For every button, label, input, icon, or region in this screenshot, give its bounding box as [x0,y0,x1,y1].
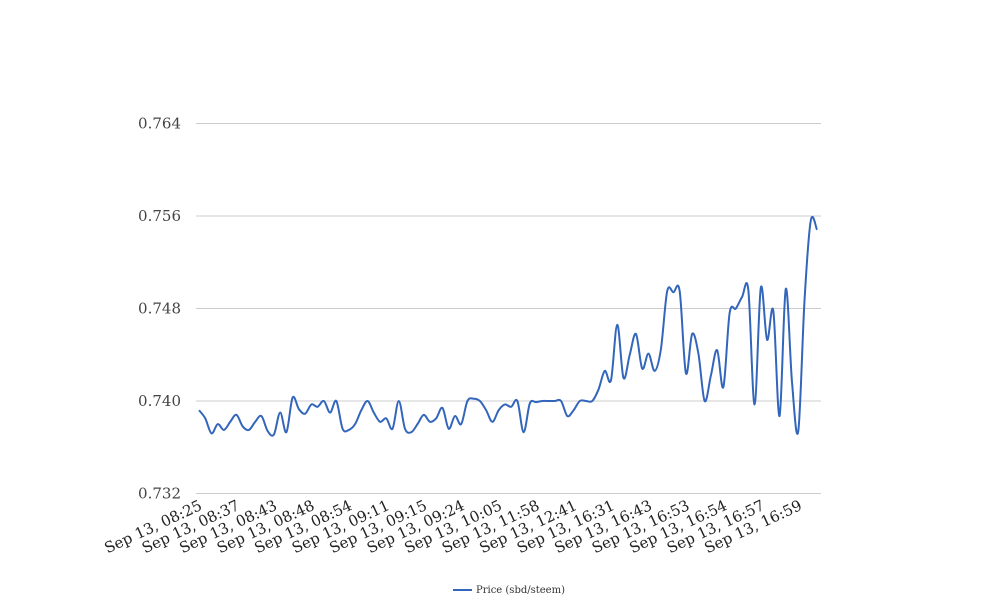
legend-label: Price (sbd/steem) [476,585,565,596]
y-tick-label: 0.756 [138,207,181,225]
y-tick-label: 0.748 [138,300,181,318]
y-tick-label: 0.732 [138,485,181,503]
series-layer [198,215,818,437]
legend[interactable]: Price (sbd/steem) [453,585,565,596]
y-tick-label: 0.764 [138,115,181,133]
y-tick-label: 0.740 [138,392,181,410]
series-line-price [198,215,818,437]
gridlines [196,123,821,494]
y-axis-tick-labels: 0.732 0.740 0.748 0.756 0.764 [138,115,181,503]
